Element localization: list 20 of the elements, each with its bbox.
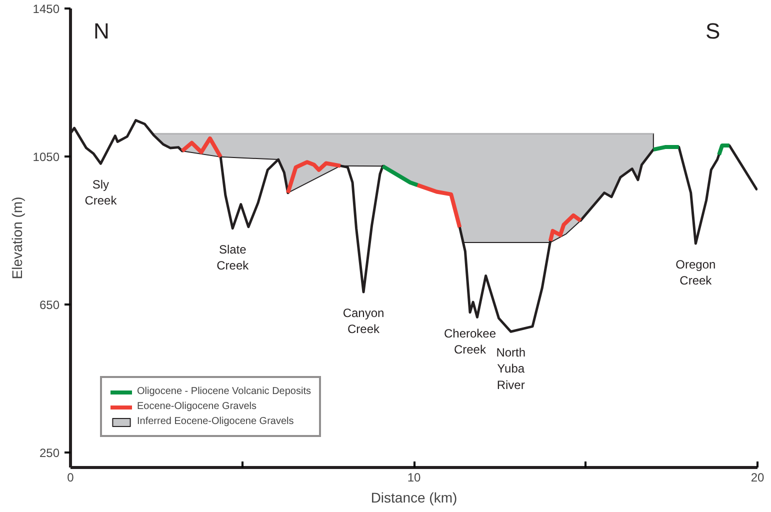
annotation: Sly Creek (84, 178, 118, 208)
legend-label: Eocene-Oligocene Gravels (137, 401, 257, 412)
annotation: Cherokee Creek (444, 326, 496, 356)
x-tick-label: 10 (407, 470, 421, 484)
x-tick-label: 0 (67, 470, 74, 484)
y-tick-label: 250 (39, 446, 60, 460)
annotation: Canyon Creek (342, 306, 384, 336)
annotation: North Yuba River (496, 346, 526, 392)
y-tick-label: 1450 (32, 2, 60, 16)
y-tick-label: 650 (39, 298, 60, 312)
x-axis-title: Distance (km) (370, 490, 458, 506)
legend-label: Oligocene - Pliocene Volcanic Deposits (137, 386, 311, 397)
annotation: N (93, 18, 110, 44)
legend-label: Inferred Eocene-Oligocene Gravels (137, 416, 294, 427)
x-tick-label: 20 (750, 470, 764, 484)
y-tick-label: 1050 (32, 150, 60, 164)
annotation: Slate Creek (216, 242, 250, 272)
y-axis-title: Elevation (m) (8, 196, 25, 280)
annotation: S (706, 18, 720, 44)
annotation: Oregon Creek (676, 258, 716, 288)
